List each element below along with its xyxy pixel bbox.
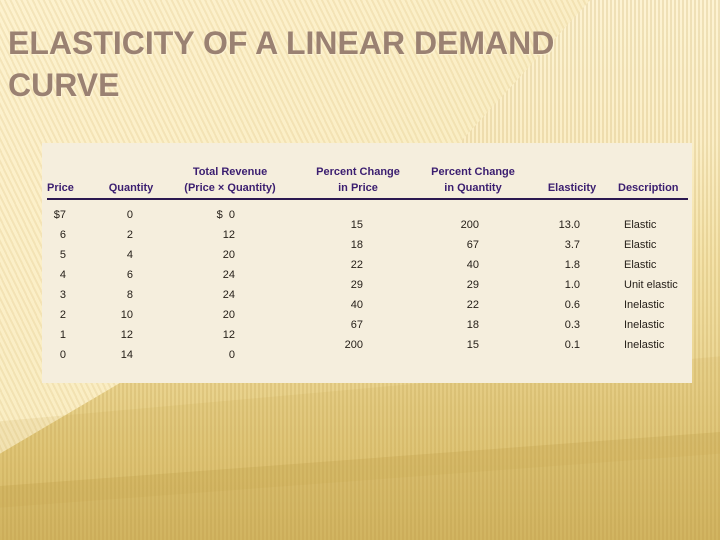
elasticity-cell: 3.7 [564,239,580,251]
quantity-cell: 2 [126,229,133,241]
elasticity-cell: 1.8 [564,259,580,271]
header-pct-change-price-line1: Percent Change [316,166,400,178]
description-cell: Inelastic [624,339,665,351]
pct-quantity-cell: 18 [466,319,479,331]
header-description: Description [618,182,679,194]
elasticity-cell: 13.0 [558,219,580,231]
header-total-revenue-line2: (Price × Quantity) [184,182,276,194]
pct-quantity-cell: 22 [466,299,479,311]
table-row-between: 67 18 0.3 Inelastic [42,319,692,333]
header-price: Price [47,182,74,194]
header-pct-change-price-line2: in Price [338,182,378,194]
elasticity-cell: 0.1 [564,339,580,351]
table-row-main: 0 14 0 [42,349,692,363]
price-cell: 2 [59,309,66,321]
table-row-between: 18 67 3.7 Elastic [42,239,692,253]
price-cell: 0 [59,349,66,361]
table-row-between: 15 200 13.0 Elastic [42,219,692,233]
table-row-main: 2 10 20 [42,309,692,323]
table-row-main: 1 12 12 [42,329,692,343]
table-row-between: 40 22 0.6 Inelastic [42,299,692,313]
header-total-revenue-line1: Total Revenue [192,166,268,178]
table-row-main: 6 2 12 [42,229,692,243]
revenue-cell: 24 [222,289,235,301]
pct-quantity-cell: 40 [466,259,479,271]
revenue-cell: 12 [222,329,235,341]
description-cell: Unit elastic [624,279,678,291]
header-pct-change-quantity-line1: Percent Change [431,166,515,178]
header-divider-rule [47,198,688,200]
header-quantity: Quantity [108,182,154,194]
pct-price-cell: 29 [350,279,363,291]
table-row-between: 200 15 0.1 Inelastic [42,339,692,353]
quantity-cell: 6 [126,269,133,281]
revenue-cell: 24 [222,269,235,281]
pct-price-cell: 15 [350,219,363,231]
elasticity-cell: 0.3 [564,319,580,331]
revenue-cell: 20 [222,309,235,321]
pct-quantity-cell: 67 [466,239,479,251]
revenue-cell: 0 [228,349,235,361]
pct-quantity-cell: 200 [460,219,479,231]
pct-quantity-cell: 29 [466,279,479,291]
table-row-between: 22 40 1.8 Elastic [42,259,692,273]
quantity-cell: 12 [120,329,133,341]
quantity-cell: 0 [126,209,133,221]
quantity-cell: 10 [120,309,133,321]
pct-price-cell: 22 [350,259,363,271]
description-cell: Elastic [624,219,657,231]
revenue-cell: $ 0 [216,209,235,221]
price-cell: 5 [59,249,66,261]
slide-title: ELASTICITY OF A LINEAR DEMAND CURVE [8,25,555,103]
description-cell: Elastic [624,259,657,271]
pct-price-cell: 200 [344,339,363,351]
description-cell: Inelastic [624,319,665,331]
quantity-cell: 4 [126,249,133,261]
pct-price-cell: 18 [350,239,363,251]
revenue-cell: 20 [222,249,235,261]
description-cell: Elastic [624,239,657,251]
header-pct-change-quantity-line2: in Quantity [444,182,502,194]
price-cell: $7 [53,209,66,221]
header-pct-change-price: Percent Change in Price [304,164,412,196]
pct-price-cell: 40 [350,299,363,311]
table-row-main: $7 0 $ 0 [42,209,692,223]
header-total-revenue: Total Revenue (Price × Quantity) [173,164,287,196]
quantity-cell: 14 [120,349,133,361]
revenue-cell: 12 [222,229,235,241]
description-cell: Inelastic [624,299,665,311]
table-row-main: 4 6 24 [42,269,692,283]
price-cell: 1 [59,329,66,341]
pct-price-cell: 67 [350,319,363,331]
price-cell: 6 [59,229,66,241]
table-panel: Price Quantity Total Revenue (Price × Qu… [42,143,692,383]
elasticity-cell: 0.6 [564,299,580,311]
table-row-main: 3 8 24 [42,289,692,303]
header-elasticity: Elasticity [547,182,597,194]
table-row-between: 29 29 1.0 Unit elastic [42,279,692,293]
quantity-cell: 8 [126,289,133,301]
header-pct-change-quantity: Percent Change in Quantity [417,164,529,196]
table-row-main: 5 4 20 [42,249,692,263]
price-cell: 3 [59,289,66,301]
elasticity-cell: 1.0 [564,279,580,291]
pct-quantity-cell: 15 [466,339,479,351]
price-cell: 4 [59,269,66,281]
